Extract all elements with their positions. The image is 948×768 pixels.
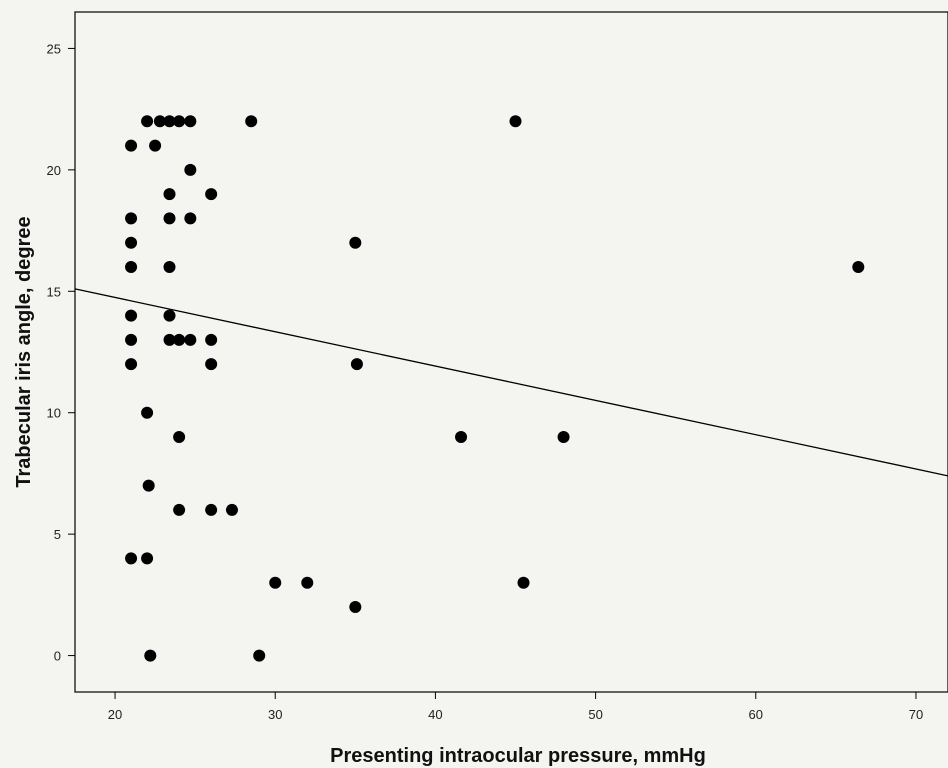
data-point (173, 431, 186, 443)
data-point (163, 115, 176, 128)
data-point (125, 139, 138, 152)
x-axis: 20 30 40 50 60 70 (108, 692, 923, 722)
regression-line-group (74, 288, 948, 477)
data-point (125, 212, 138, 225)
data-point (557, 431, 570, 443)
data-point (205, 503, 218, 516)
y-tick-label: 20 (47, 163, 61, 178)
y-tick-label: 10 (47, 406, 61, 421)
regression-line (74, 288, 948, 477)
data-point (125, 552, 138, 565)
data-point (269, 576, 282, 589)
y-axis-title: Trabecular iris angle, degree (13, 216, 35, 487)
data-point (205, 333, 218, 346)
data-point (852, 261, 865, 273)
data-point (163, 333, 176, 346)
data-point (225, 503, 238, 516)
x-tick-label: 20 (108, 707, 122, 722)
data-point (349, 236, 362, 249)
x-axis-title: Presenting intraocular pressure, mmHg (330, 745, 706, 767)
data-point (517, 576, 530, 589)
data-points (125, 115, 865, 662)
data-point (141, 406, 154, 419)
y-tick-label: 25 (47, 41, 61, 56)
data-point (173, 333, 186, 346)
data-point (350, 358, 363, 371)
data-point (163, 212, 176, 225)
y-tick-label: 0 (54, 649, 61, 664)
data-point (184, 333, 197, 346)
data-point (205, 358, 218, 371)
data-point (509, 115, 522, 128)
data-point (184, 115, 197, 128)
data-point (125, 261, 138, 273)
data-point (125, 236, 138, 249)
data-point (173, 115, 186, 128)
plot-area (74, 11, 948, 693)
data-point (301, 576, 314, 589)
x-tick-label: 40 (428, 707, 442, 722)
data-point (163, 188, 176, 201)
x-tick-label: 50 (588, 707, 602, 722)
y-axis: 0 5 10 15 20 25 (47, 41, 75, 664)
data-point (163, 261, 176, 273)
data-point (173, 503, 186, 516)
data-point (245, 115, 258, 128)
data-point (455, 431, 468, 443)
data-point (142, 479, 155, 492)
y-tick-label: 5 (54, 527, 61, 542)
data-point (349, 601, 362, 613)
data-point (184, 212, 197, 225)
x-tick-label: 30 (268, 707, 282, 722)
x-tick-label: 70 (909, 707, 923, 722)
data-point (141, 115, 154, 128)
x-tick-label: 60 (749, 707, 763, 722)
y-tick-label: 15 (47, 284, 61, 299)
data-point (253, 649, 266, 662)
data-point (205, 188, 218, 201)
data-point (153, 115, 166, 128)
data-point (125, 358, 138, 371)
data-point (184, 163, 197, 176)
data-point (125, 333, 138, 346)
data-point (125, 309, 138, 322)
data-point (141, 552, 154, 565)
data-point (144, 649, 157, 662)
data-point (149, 139, 162, 152)
data-point (163, 309, 176, 322)
